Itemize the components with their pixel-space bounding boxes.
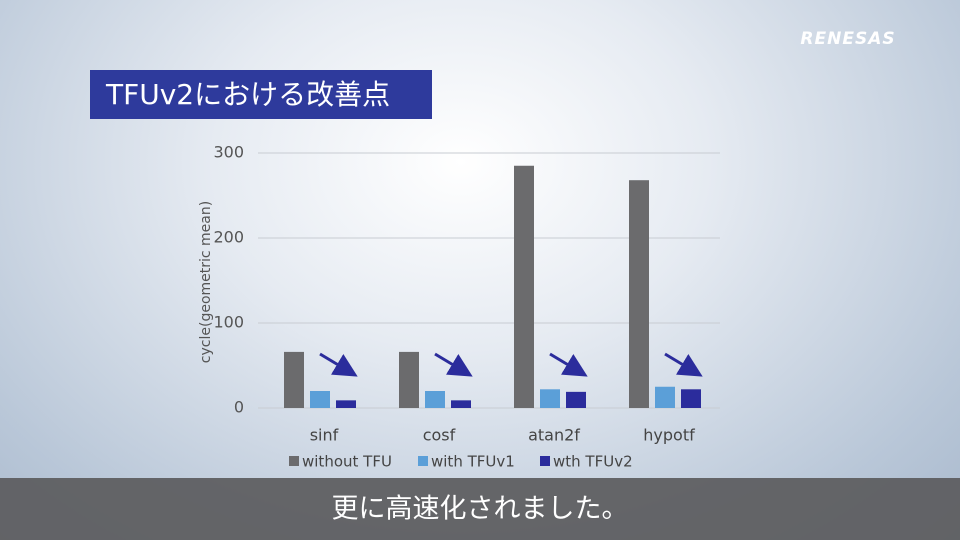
arrow bbox=[319, 352, 358, 377]
bar bbox=[566, 391, 586, 408]
y-tick-label: 0 bbox=[234, 398, 244, 417]
bar bbox=[540, 389, 560, 408]
bar bbox=[399, 351, 419, 408]
legend-swatch bbox=[540, 456, 550, 466]
y-axis-label: cycle(geometric mean) bbox=[198, 201, 214, 363]
logo: RENESAS bbox=[800, 29, 895, 49]
y-tick-label: 200 bbox=[213, 228, 244, 247]
bar bbox=[425, 391, 445, 408]
arrow bbox=[664, 352, 703, 377]
x-tick-label: cosf bbox=[423, 426, 456, 445]
bar bbox=[681, 389, 701, 408]
legend-label: wth TFUv2 bbox=[553, 453, 633, 471]
bar bbox=[629, 180, 649, 408]
bar bbox=[336, 400, 356, 408]
bar bbox=[284, 351, 304, 408]
caption: 更に高速化されました。 bbox=[332, 494, 629, 525]
bar bbox=[451, 400, 471, 408]
bar bbox=[310, 391, 330, 408]
caption-bar bbox=[0, 478, 960, 540]
arrow bbox=[434, 352, 473, 377]
x-tick-label: hypotf bbox=[643, 426, 695, 445]
legend-swatch bbox=[418, 456, 428, 466]
title-box bbox=[90, 70, 432, 119]
legend-label: with TFUv1 bbox=[431, 453, 515, 471]
bar bbox=[655, 386, 675, 408]
x-tick-label: atan2f bbox=[528, 426, 580, 445]
bar bbox=[514, 165, 534, 408]
y-tick-label: 300 bbox=[213, 143, 244, 162]
legend-label: without TFU bbox=[302, 453, 392, 471]
chart-title: TFUv2における改善点 bbox=[105, 78, 390, 111]
x-tick-label: sinf bbox=[310, 426, 339, 445]
legend-swatch bbox=[289, 456, 299, 466]
arrow bbox=[549, 352, 588, 377]
y-tick-label: 100 bbox=[213, 313, 244, 332]
